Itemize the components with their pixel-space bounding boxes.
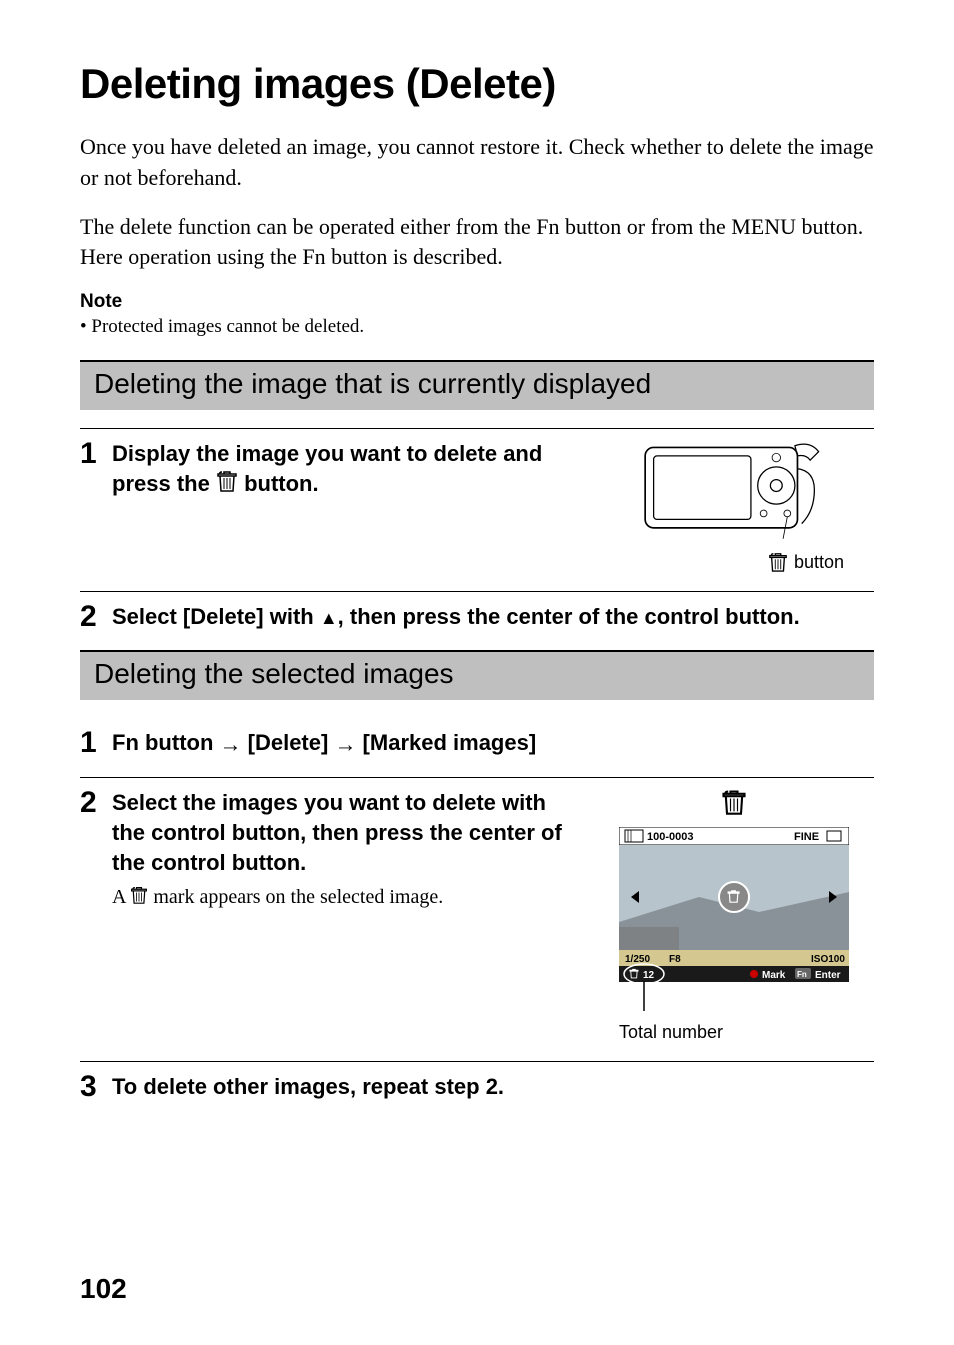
trash-icon [130, 885, 148, 913]
step-number: 2 [80, 788, 106, 818]
section1-step1: 1 Display the image you want to delete a… [80, 428, 874, 591]
section2-step3: 3 To delete other images, repeat step 2. [80, 1061, 874, 1120]
trash-button-label: button [768, 551, 844, 573]
intro-paragraph-2: The delete function can be operated eith… [80, 212, 874, 274]
step-number: 1 [80, 439, 106, 469]
s2s2-sub-a: A [112, 886, 130, 908]
section2-step2: 2 Select the images you want to delete w… [80, 777, 874, 1061]
step-number: 3 [80, 1072, 106, 1102]
step2-text-a: Select [Delete] with [112, 604, 320, 629]
section2-step1: 1 Fn button → [Delete] → [Marked images] [80, 718, 874, 777]
page-number: 102 [80, 1273, 127, 1305]
arrow-right-icon: → [334, 732, 356, 757]
step2-text: Select [Delete] with ▲, then press the c… [112, 602, 874, 632]
preview-quality: FINE [794, 831, 819, 843]
svg-text:Fn: Fn [797, 970, 807, 979]
s2s1-a: Fn button [112, 730, 220, 755]
step1-text: Display the image you want to delete and… [112, 439, 574, 501]
section-heading-2: Deleting the selected images [80, 650, 874, 700]
step1-text-a: Display the image you want to delete and… [112, 441, 542, 496]
s2-step2-sub: A mark appears on the selected image. [112, 883, 574, 912]
note-bullet: • Protected images cannot be deleted. [80, 316, 874, 338]
preview-iso: ISO100 [811, 954, 845, 965]
intro-paragraph-1: Once you have deleted an image, you cann… [80, 132, 874, 194]
up-triangle-icon: ▲ [320, 608, 338, 628]
page-root: Deleting images (Delete) Once you have d… [0, 0, 954, 1345]
trash-icon [721, 788, 747, 816]
trash-icon [768, 551, 788, 573]
leader-line [643, 981, 683, 1021]
s2-step1-text: Fn button → [Delete] → [Marked images] [112, 728, 874, 759]
trash-icon [216, 469, 238, 501]
preview-mark: Mark [762, 970, 786, 981]
button-word: button [794, 552, 844, 573]
section-heading-1: Deleting the image that is currently dis… [80, 360, 874, 410]
step-number: 1 [80, 728, 106, 758]
note-heading: Note [80, 291, 874, 313]
arrow-right-icon: → [220, 732, 242, 757]
s2s1-b: [Delete] [242, 730, 335, 755]
preview-folder: 100-0003 [647, 831, 694, 843]
image-preview-display: 100-0003 FINE 1/250 [619, 827, 849, 987]
s2s2-sub-b: mark appears on the selected image. [153, 886, 443, 908]
preview-block: 100-0003 FINE 1/250 [594, 788, 874, 1043]
step-number: 2 [80, 602, 106, 632]
total-number-label: Total number [619, 1022, 849, 1043]
preview-count: 12 [643, 970, 655, 981]
page-title: Deleting images (Delete) [80, 60, 874, 108]
preview-aperture: F8 [669, 954, 681, 965]
camera-back-illustration [624, 439, 844, 549]
preview-enter: Enter [815, 970, 841, 981]
s2-step3-text: To delete other images, repeat step 2. [112, 1072, 874, 1102]
step1-text-b: button. [244, 471, 319, 496]
s2-step2-text: Select the images you want to delete wit… [112, 788, 574, 877]
s2s1-c: [Marked images] [356, 730, 536, 755]
step2-text-b: , then press the center of the control b… [338, 604, 800, 629]
camera-illustration-block: button [594, 439, 874, 573]
section1-step2: 2 Select [Delete] with ▲, then press the… [80, 591, 874, 650]
